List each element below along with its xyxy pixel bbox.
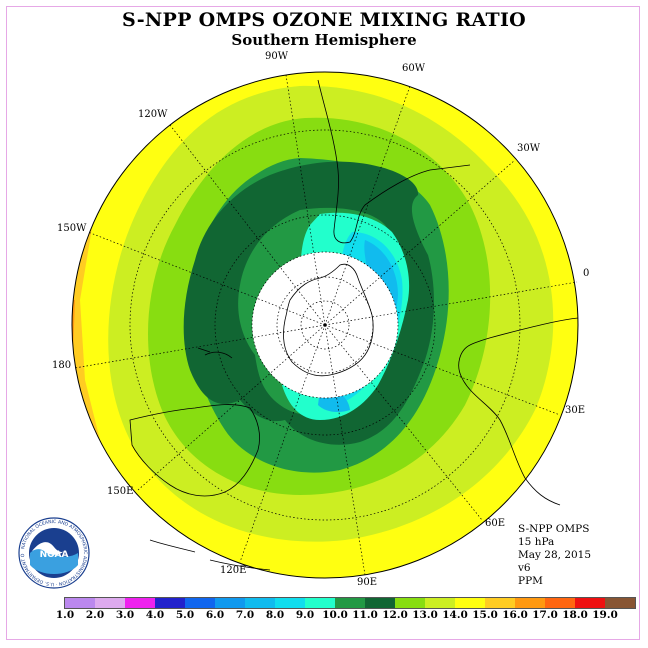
colorbar-cell — [365, 598, 395, 608]
meridian-180 — [74, 324, 326, 369]
info-version: v6 — [518, 562, 531, 574]
colorbar-cell — [125, 598, 155, 608]
longitude-label-120e: 120E — [220, 565, 247, 576]
colorbar-cell — [515, 598, 545, 608]
meridian-120e — [239, 324, 326, 563]
sub-title: Southern Hemisphere — [231, 31, 417, 49]
coastline-south-america — [317, 79, 471, 244]
south-pole-marker — [323, 323, 327, 327]
longitude-label-180: 180 — [52, 360, 72, 371]
coastline-indonesia — [149, 539, 271, 571]
graticule — [74, 74, 578, 576]
colorbar-tick-label: 14.0 — [442, 609, 468, 621]
longitude-label-60e: 60E — [485, 518, 506, 529]
colorbar-tick-label: 16.0 — [502, 609, 528, 621]
colorbar-tick-label: 6.0 — [205, 609, 225, 621]
noaa-logo-icon: NOAA NATIONAL OCEANIC AND ATMOSPHERIC AD… — [18, 517, 90, 589]
colorbar-cell — [305, 598, 335, 608]
meridian-90w — [285, 74, 326, 326]
figure-frame — [6, 6, 640, 640]
colorbar-tick-label: 12.0 — [382, 609, 408, 621]
meridian-90e — [324, 324, 366, 576]
info-panel: S-NPP OMPS 15 hPa May 28, 2015 v6 PPM — [518, 523, 591, 588]
latitude-circle-80s — [276, 276, 374, 374]
colorbar-tick-label: 13.0 — [412, 609, 438, 621]
info-date: May 28, 2015 — [518, 549, 592, 561]
latitude-circle-30s — [129, 129, 521, 521]
colorbar-tick-label: 17.0 — [532, 609, 558, 621]
colorbar-cell — [95, 598, 125, 608]
colorbar-cell — [575, 598, 605, 608]
map-outline — [71, 71, 579, 579]
info-level: 15 hPa — [518, 536, 555, 548]
coastline-antarctica — [283, 263, 374, 377]
info-instrument: S-NPP OMPS — [518, 523, 590, 535]
longitude-label-150w: 150W — [57, 223, 87, 234]
longitude-label-30e: 30E — [565, 405, 586, 416]
logo-text: NOAA — [40, 550, 69, 560]
colorbar-cell — [215, 598, 245, 608]
longitude-label-90w: 90W — [265, 51, 289, 62]
colorbar-cell — [245, 598, 275, 608]
longitude-label-120w: 120W — [138, 109, 168, 120]
colorbar-tick-label: 9.0 — [295, 609, 315, 621]
colorbar-cell — [155, 598, 185, 608]
meridian-60w — [324, 85, 411, 326]
colorbar-cell — [335, 598, 365, 608]
colorbar-tick-label: 18.0 — [562, 609, 588, 621]
meridian-150w — [87, 231, 326, 326]
colorbar-tick-label: 11.0 — [352, 609, 378, 621]
longitude-label-90e: 90E — [357, 577, 378, 588]
meridian-60e — [324, 324, 483, 521]
meridian-150e — [137, 324, 326, 491]
info-units: PPM — [518, 575, 543, 587]
colorbar-tick-label: 2.0 — [85, 609, 105, 621]
colorbar-cell — [185, 598, 215, 608]
longitude-label-0: 0 — [583, 268, 590, 279]
colorbar-tick-label: 4.0 — [145, 609, 165, 621]
coastline-australia — [129, 404, 260, 497]
coastlines — [129, 79, 579, 571]
colorbar-cell — [545, 598, 575, 608]
colorbar-tick-label: 15.0 — [472, 609, 498, 621]
latitude-circle-inner — [251, 251, 399, 399]
longitude-label-150e: 150E — [107, 486, 134, 497]
colorbar-tick-label: 5.0 — [175, 609, 195, 621]
meridian-30e — [324, 324, 561, 416]
colorbar-tick-label: 19.0 — [592, 609, 618, 621]
colorbar-tick-label: 1.0 — [55, 609, 75, 621]
meridian-120w — [169, 124, 326, 326]
longitude-label-30w: 30W — [517, 143, 541, 154]
latitude-circle-85s — [300, 300, 350, 350]
colorbar-cell — [605, 598, 635, 608]
latitude-circle-60s — [214, 214, 436, 436]
colorbar-cell — [485, 598, 515, 608]
colorbar-tick-label: 7.0 — [235, 609, 255, 621]
longitude-label-60w: 60W — [402, 63, 426, 74]
meridian-30w — [324, 159, 516, 326]
main-title: S-NPP OMPS OZONE MIXING RATIO — [121, 9, 527, 31]
colorbar-cell — [395, 598, 425, 608]
colorbar-tick-label: 8.0 — [265, 609, 285, 621]
colorbar-cell — [425, 598, 455, 608]
colorbar-cell — [275, 598, 305, 608]
colorbar-tick-label: 3.0 — [115, 609, 135, 621]
colorbar — [64, 597, 636, 609]
coastline-new-zealand — [197, 347, 233, 359]
colorbar-cell — [65, 598, 95, 608]
colorbar-tick-label: 10.0 — [322, 609, 348, 621]
colorbar-cell — [455, 598, 485, 608]
